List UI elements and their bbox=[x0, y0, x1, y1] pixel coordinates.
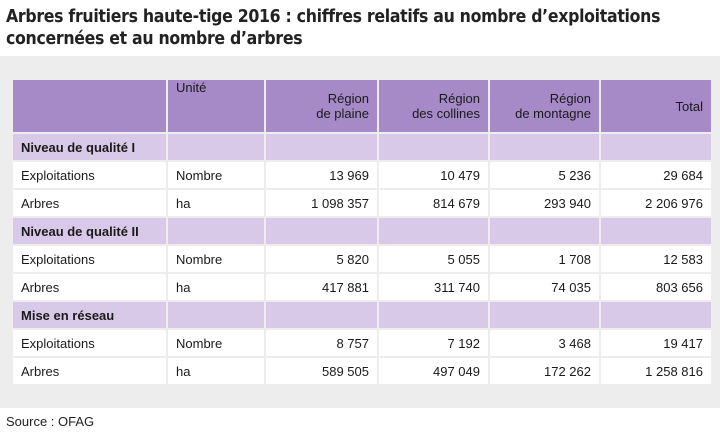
cell-total: 12 583 bbox=[599, 244, 713, 274]
row-unit: ha bbox=[166, 188, 266, 218]
section-empty-cell bbox=[599, 216, 713, 246]
header-plaine-line1: Région bbox=[327, 91, 369, 106]
table-row: Arbres ha 417 881 311 740 74 035 803 656 bbox=[11, 272, 713, 302]
cell-collines: 814 679 bbox=[377, 188, 490, 218]
page-title: Arbres fruitiers haute-tige 2016 : chiff… bbox=[6, 7, 661, 49]
cell-montagne: 293 940 bbox=[488, 188, 601, 218]
cell-plaine: 417 881 bbox=[264, 272, 379, 302]
row-unit: Nombre bbox=[166, 328, 266, 358]
header-montagne-line1: Région bbox=[549, 91, 591, 106]
section-title: Niveau de qualité I bbox=[11, 132, 168, 162]
cell-plaine: 1 098 357 bbox=[264, 188, 379, 218]
section-empty-cell bbox=[488, 216, 601, 246]
section-empty-cell bbox=[377, 132, 490, 162]
source-note: Source : OFAG bbox=[6, 414, 95, 429]
header-collines-line2: des collines bbox=[412, 106, 480, 121]
section-empty-cell bbox=[488, 132, 601, 162]
cell-montagne: 5 236 bbox=[488, 160, 601, 190]
section-row-qualite-2: Niveau de qualité II bbox=[11, 216, 713, 246]
header-plaine: Région de plaine bbox=[264, 78, 379, 134]
table-row: Exploitations Nombre 8 757 7 192 3 468 1… bbox=[11, 328, 713, 358]
cell-total: 29 684 bbox=[599, 160, 713, 190]
cell-plaine: 589 505 bbox=[264, 356, 379, 386]
section-empty-cell bbox=[377, 300, 490, 330]
section-empty-cell bbox=[166, 216, 266, 246]
row-label: Exploitations bbox=[11, 328, 168, 358]
row-label: Arbres bbox=[11, 356, 168, 386]
header-total: Total bbox=[599, 78, 713, 134]
row-label: Arbres bbox=[11, 272, 168, 302]
header-montagne: Région de montagne bbox=[488, 78, 601, 134]
section-empty-cell bbox=[377, 216, 490, 246]
cell-total: 1 258 816 bbox=[599, 356, 713, 386]
section-empty-cell bbox=[488, 300, 601, 330]
row-unit: ha bbox=[166, 356, 266, 386]
section-title: Mise en réseau bbox=[11, 300, 168, 330]
header-collines-line1: Région bbox=[438, 91, 480, 106]
table-row: Arbres ha 589 505 497 049 172 262 1 258 … bbox=[11, 356, 713, 386]
row-label: Exploitations bbox=[11, 160, 168, 190]
cell-collines: 7 192 bbox=[377, 328, 490, 358]
cell-total: 2 206 976 bbox=[599, 188, 713, 218]
cell-collines: 311 740 bbox=[377, 272, 490, 302]
cell-montagne: 3 468 bbox=[488, 328, 601, 358]
section-empty-cell bbox=[166, 132, 266, 162]
cell-plaine: 13 969 bbox=[264, 160, 379, 190]
row-label: Exploitations bbox=[11, 244, 168, 274]
cell-montagne: 1 708 bbox=[488, 244, 601, 274]
section-empty-cell bbox=[166, 300, 266, 330]
row-unit: Nombre bbox=[166, 160, 266, 190]
row-label: Arbres bbox=[11, 188, 168, 218]
section-empty-cell bbox=[264, 216, 379, 246]
section-empty-cell bbox=[599, 132, 713, 162]
cell-plaine: 5 820 bbox=[264, 244, 379, 274]
header-collines: Région des collines bbox=[377, 78, 490, 134]
table-row: Arbres ha 1 098 357 814 679 293 940 2 20… bbox=[11, 188, 713, 218]
section-title: Niveau de qualité II bbox=[11, 216, 168, 246]
cell-montagne: 172 262 bbox=[488, 356, 601, 386]
section-empty-cell bbox=[264, 132, 379, 162]
cell-montagne: 74 035 bbox=[488, 272, 601, 302]
table-panel: Unité Région de plaine Région des collin… bbox=[0, 56, 720, 408]
section-empty-cell bbox=[599, 300, 713, 330]
cell-total: 19 417 bbox=[599, 328, 713, 358]
cell-collines: 5 055 bbox=[377, 244, 490, 274]
cell-total: 803 656 bbox=[599, 272, 713, 302]
header-plaine-line2: de plaine bbox=[316, 106, 369, 121]
header-montagne-line2: de montagne bbox=[515, 106, 591, 121]
row-unit: Nombre bbox=[166, 244, 266, 274]
cell-collines: 497 049 bbox=[377, 356, 490, 386]
row-unit: ha bbox=[166, 272, 266, 302]
table-row: Exploitations Nombre 13 969 10 479 5 236… bbox=[11, 160, 713, 190]
section-row-qualite-1: Niveau de qualité I bbox=[11, 132, 713, 162]
table-row: Exploitations Nombre 5 820 5 055 1 708 1… bbox=[11, 244, 713, 274]
section-row-reseau: Mise en réseau bbox=[11, 300, 713, 330]
header-unit: Unité bbox=[166, 78, 266, 134]
header-blank bbox=[11, 78, 168, 134]
cell-collines: 10 479 bbox=[377, 160, 490, 190]
section-empty-cell bbox=[264, 300, 379, 330]
cell-plaine: 8 757 bbox=[264, 328, 379, 358]
header-row: Unité Région de plaine Région des collin… bbox=[11, 78, 713, 134]
data-table: Unité Région de plaine Région des collin… bbox=[11, 78, 713, 386]
